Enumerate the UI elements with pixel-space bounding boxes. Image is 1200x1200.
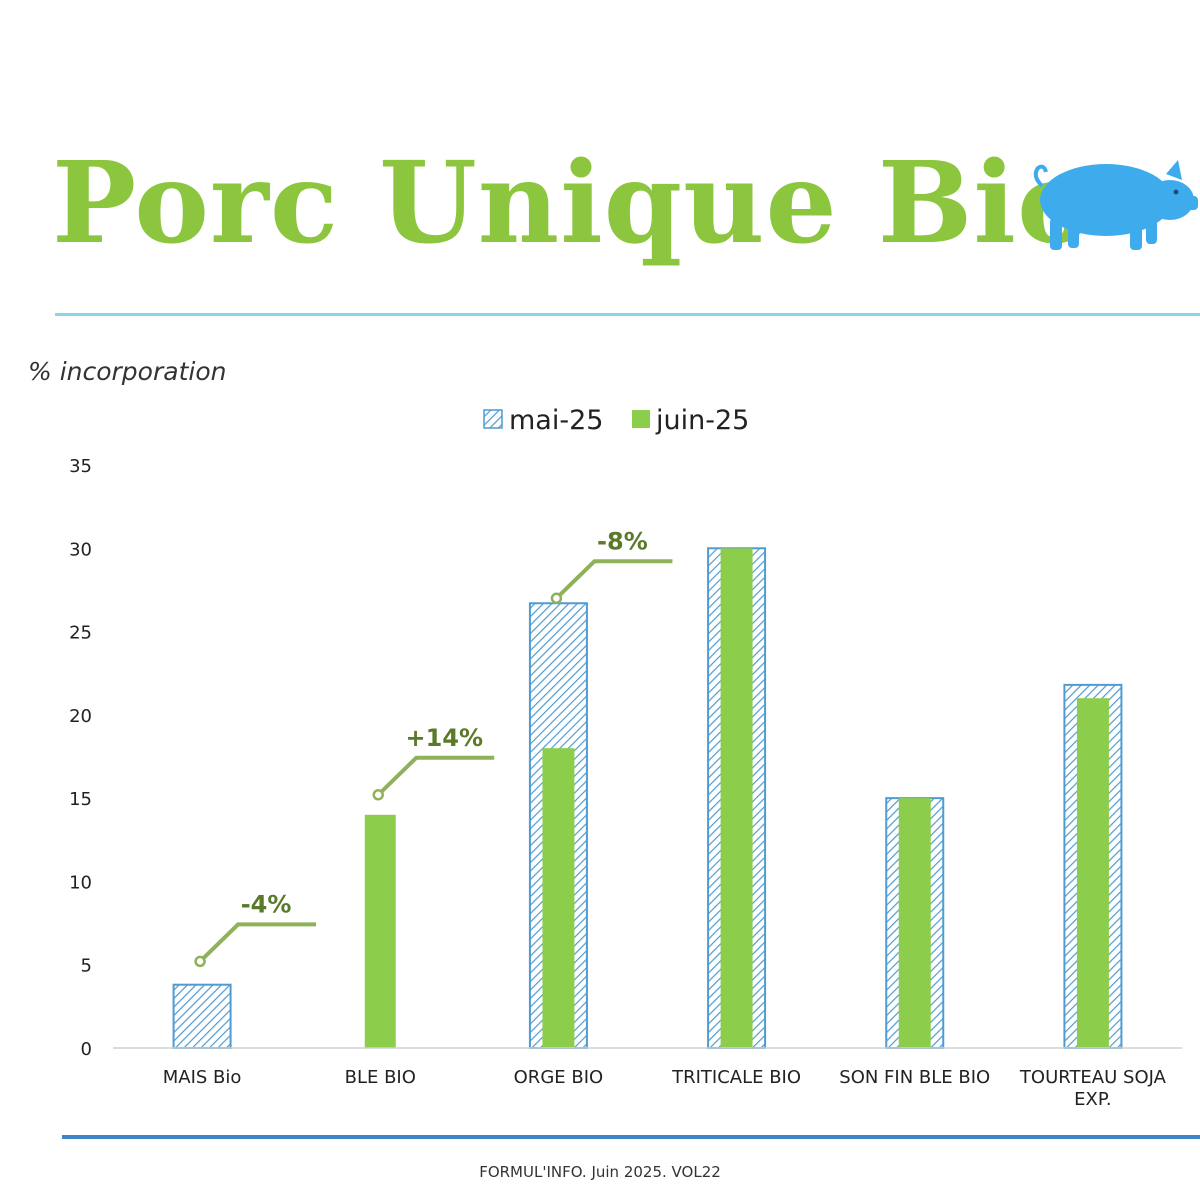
annotation-leader-line	[376, 755, 495, 797]
y-tick-label: 15	[69, 789, 92, 810]
page-title: Porc Unique Bio	[52, 138, 1093, 269]
x-tick-label: BLE BIO	[345, 1067, 416, 1088]
x-tick-label: ORGE BIO	[514, 1067, 604, 1088]
bar-chart: % incorporation mai-25 juin-25 0 5 10 15 20 2…	[28, 357, 1182, 1110]
legend-label-mai: mai-25	[509, 405, 603, 436]
bar-juin-25	[898, 798, 931, 1048]
x-tick-label: MAIS Bio	[163, 1067, 242, 1088]
annotation-leader-line	[555, 559, 673, 600]
legend-label-juin: juin-25	[655, 405, 749, 436]
x-tick-label: TRITICALE BIO	[671, 1067, 801, 1088]
annotation-label: -4%	[241, 890, 292, 918]
y-tick-label: 10	[69, 872, 92, 893]
y-axis: 0 5 10 15 20 25 30 35	[69, 456, 92, 1060]
bottom-rule	[62, 1135, 1200, 1139]
y-tick-label: 20	[69, 706, 92, 727]
top-rule	[55, 313, 1200, 316]
bar-juin-25	[364, 814, 396, 1048]
bar-juin-25	[542, 748, 575, 1048]
footer-text: FORMUL'INFO. Juin 2025. VOL22	[479, 1163, 721, 1181]
legend-swatch-juin	[632, 410, 650, 428]
y-tick-label: 30	[69, 539, 92, 560]
annotation-marker	[550, 592, 563, 605]
bars	[172, 547, 1123, 1050]
annotation-leader-line	[198, 922, 317, 963]
bar-mai-25	[172, 983, 232, 1050]
annotation-label: -8%	[597, 527, 648, 555]
x-tick-label: TOURTEAU SOJA	[1019, 1067, 1167, 1088]
y-tick-label: 5	[81, 956, 92, 977]
x-tick-label: SON FIN BLE BIO	[839, 1067, 990, 1088]
pig-icon	[1033, 160, 1198, 250]
annotation-marker	[372, 789, 384, 801]
annotations: -4% +14% -8%	[194, 527, 673, 968]
bar-juin-25	[1076, 698, 1109, 1048]
bar-juin-25	[720, 548, 753, 1048]
legend: mai-25 juin-25	[483, 405, 749, 436]
y-tick-label: 0	[81, 1039, 92, 1060]
y-axis-title: % incorporation	[28, 357, 226, 386]
x-tick-label: EXP.	[1074, 1089, 1111, 1110]
y-tick-label: 25	[69, 623, 92, 644]
annotation-marker	[194, 955, 206, 968]
x-axis: MAIS Bio BLE BIO ORGE BIO TRITICALE BIO SON …	[163, 1067, 1167, 1110]
y-tick-label: 35	[69, 456, 92, 477]
legend-swatch-mai	[483, 409, 503, 429]
annotation-label: +14%	[405, 724, 483, 752]
